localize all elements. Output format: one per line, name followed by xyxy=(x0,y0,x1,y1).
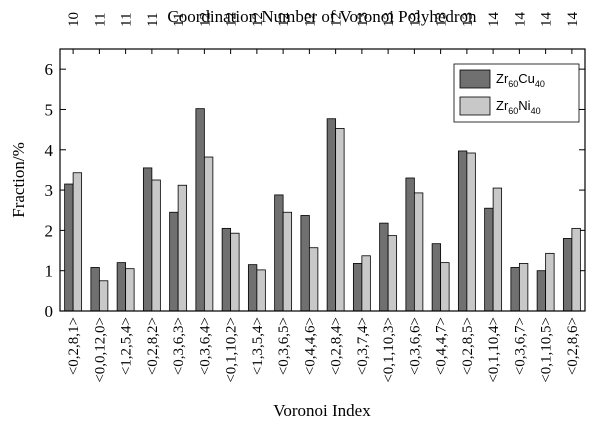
legend-swatch xyxy=(459,69,491,89)
bar xyxy=(274,194,284,312)
top-tick-label: 13 xyxy=(407,12,423,27)
x-tick-label: <0,1,10,2> xyxy=(224,317,240,383)
top-axis-title: Coordination Number of Voronoi Polyhedro… xyxy=(167,7,477,26)
y-axis-title: Fraction/% xyxy=(9,142,28,218)
bar xyxy=(142,167,153,312)
top-tick-label: 12 xyxy=(276,12,292,27)
x-tick-label: <0,3,6,6> xyxy=(407,317,423,375)
bar xyxy=(440,262,450,312)
bar xyxy=(492,187,503,312)
bar xyxy=(545,252,555,312)
bar xyxy=(518,263,529,312)
bar xyxy=(562,238,573,312)
bar xyxy=(256,269,266,312)
bar xyxy=(195,108,205,312)
y-tick-label: 1 xyxy=(45,262,54,281)
x-tick-label: <0,3,7,4> xyxy=(355,317,371,375)
top-tick-label: 12 xyxy=(250,12,266,27)
x-tick-label: <1,3,5,4> xyxy=(250,317,266,375)
top-tick-label: 10 xyxy=(66,12,82,27)
x-tick-label: <0,3,6,4> xyxy=(197,317,213,375)
top-tick-label: 12 xyxy=(224,12,240,27)
bar xyxy=(247,264,258,312)
bar xyxy=(169,211,179,312)
x-tick-label: <0,3,6,7> xyxy=(512,317,528,375)
legend-label: Zr60Ni40 xyxy=(496,98,541,116)
bar xyxy=(308,247,319,312)
bar xyxy=(125,268,135,312)
bar xyxy=(72,172,83,312)
bar xyxy=(352,263,363,312)
top-tick-label: 11 xyxy=(145,13,161,27)
bar xyxy=(431,243,442,312)
bar xyxy=(405,177,415,312)
y-tick-label: 4 xyxy=(45,141,54,160)
x-tick-label: <0,4,4,6> xyxy=(302,317,318,375)
bar xyxy=(335,128,345,312)
top-tick-label: 12 xyxy=(302,12,318,27)
top-tick-label: 12 xyxy=(329,12,345,27)
top-tick-label: 13 xyxy=(381,12,397,27)
x-tick-label: <0,1,10,4> xyxy=(486,317,502,383)
top-tick-label: 14 xyxy=(512,12,528,28)
bar xyxy=(466,152,476,312)
x-tick-label: <0,2,8,5> xyxy=(460,317,476,375)
bar xyxy=(116,262,127,312)
bar xyxy=(64,183,74,312)
bar xyxy=(326,118,337,312)
top-tick-label: 13 xyxy=(355,12,371,27)
x-tick-label: <0,3,6,5> xyxy=(276,317,292,375)
bar xyxy=(457,150,468,312)
top-tick-label: 11 xyxy=(92,13,108,27)
top-tick-label: 11 xyxy=(119,13,135,27)
x-tick-label: <0,3,6,3> xyxy=(171,317,187,375)
y-tick-label: 5 xyxy=(45,100,54,119)
plot-frame xyxy=(59,48,586,312)
legend-label: Zr60Cu40 xyxy=(496,71,545,89)
x-tick-label: <1,2,5,4> xyxy=(119,317,135,375)
y-tick-label: 3 xyxy=(45,181,54,200)
bar xyxy=(536,270,547,312)
bar xyxy=(361,255,371,312)
bar xyxy=(379,222,389,312)
bar xyxy=(230,232,240,312)
top-tick-label: 13 xyxy=(434,12,450,27)
bar xyxy=(282,211,293,312)
x-tick-label: <0,2,8,2> xyxy=(145,317,161,375)
x-tick-label: <0,1,10,3> xyxy=(381,317,397,383)
x-axis-title: Voronoi Index xyxy=(273,401,371,420)
y-tick-label: 6 xyxy=(45,60,54,79)
top-tick-label: 14 xyxy=(486,12,502,28)
top-tick-label: 11 xyxy=(171,13,187,27)
x-tick-label: <0,2,8,6> xyxy=(565,317,581,375)
bar xyxy=(571,227,581,312)
bar xyxy=(151,179,161,312)
x-tick-label: <0,0,12,0> xyxy=(92,317,108,383)
y-tick-label: 0 xyxy=(45,302,54,321)
y-tick-label: 2 xyxy=(45,221,54,240)
bar xyxy=(90,267,100,312)
bar xyxy=(203,156,214,312)
bar xyxy=(177,184,188,312)
bar xyxy=(300,215,310,312)
x-tick-label: <0,4,4,7> xyxy=(434,317,450,375)
x-tick-label: <0,1,10,5> xyxy=(539,317,555,383)
legend-swatch xyxy=(459,96,491,116)
x-tick-label: <0,2,8,1> xyxy=(66,317,82,375)
top-tick-label: 12 xyxy=(197,12,213,27)
bar xyxy=(387,235,398,312)
x-tick-label: <0,2,8,4> xyxy=(329,317,345,375)
top-tick-label: 14 xyxy=(565,12,581,28)
top-tick-label: 13 xyxy=(460,12,476,27)
bar xyxy=(98,280,109,312)
bar xyxy=(221,227,232,312)
bar xyxy=(413,192,424,312)
bar xyxy=(510,267,520,312)
top-tick-label: 14 xyxy=(539,12,555,28)
bar xyxy=(484,207,494,312)
